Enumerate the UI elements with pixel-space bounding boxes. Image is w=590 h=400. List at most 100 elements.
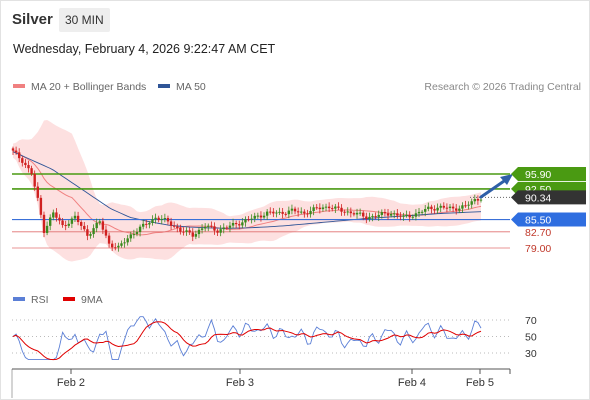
candle-body xyxy=(73,215,77,219)
candle-body xyxy=(70,218,74,224)
candle-body xyxy=(185,230,188,232)
level-label-text: 79.00 xyxy=(525,243,551,255)
candle-body xyxy=(296,211,300,213)
candle-body xyxy=(101,221,105,230)
candle-body xyxy=(11,148,15,151)
candle-body xyxy=(197,229,201,235)
candle-body xyxy=(337,206,340,208)
candle-body xyxy=(138,226,142,233)
candle-body xyxy=(380,212,384,215)
candle-body xyxy=(408,214,411,218)
candle-body xyxy=(207,225,210,227)
candle-body xyxy=(365,216,368,220)
candle-body xyxy=(479,199,483,201)
candle-body xyxy=(433,209,436,211)
candle-body xyxy=(148,222,151,225)
rsi-swatch xyxy=(13,297,25,302)
candle-body xyxy=(303,211,306,214)
candle-body xyxy=(371,216,374,218)
copyright: Research © 2026 Trading Central xyxy=(424,81,581,93)
candle-body xyxy=(461,205,464,209)
legend-9ma: 9MA xyxy=(63,294,103,306)
candle-body xyxy=(377,214,380,217)
interval-badge[interactable]: 30 MIN xyxy=(59,8,110,32)
candle-body xyxy=(135,232,139,235)
candle-body xyxy=(272,211,275,214)
candle-body xyxy=(262,215,266,218)
candle-body xyxy=(417,211,421,214)
candle-body xyxy=(358,212,362,214)
candle-body xyxy=(343,211,346,213)
candle-body xyxy=(445,207,449,209)
legend-ma50: MA 50 xyxy=(158,81,206,93)
candle-body xyxy=(83,225,86,230)
level-label-bg xyxy=(511,190,586,205)
arrow-head xyxy=(500,174,513,185)
candle-body xyxy=(334,206,337,209)
candle-body xyxy=(327,206,331,209)
candle-body xyxy=(352,213,356,215)
candle-body xyxy=(259,215,263,218)
candle-body xyxy=(241,222,244,226)
candle-body xyxy=(157,217,160,221)
candle-body xyxy=(362,212,365,217)
arrow-shaft xyxy=(479,177,509,199)
candle-body xyxy=(64,225,67,227)
candle-body xyxy=(312,207,315,212)
candle-body xyxy=(414,213,418,217)
candle-body xyxy=(293,208,297,212)
candle-body xyxy=(39,197,43,215)
rsi-axis-tick: 30 xyxy=(525,348,537,360)
candle-body xyxy=(250,218,253,220)
candle-body xyxy=(110,243,114,248)
candle-body xyxy=(210,225,213,227)
rsi-panel: 70 50 30 xyxy=(12,315,537,361)
candle-body xyxy=(458,208,461,211)
candle-body xyxy=(86,229,89,236)
candle-body xyxy=(191,232,194,237)
bollinger-band-area xyxy=(13,120,481,262)
candle-body xyxy=(340,207,343,212)
candle-body xyxy=(318,207,322,210)
candle-body xyxy=(172,225,176,227)
candle-body xyxy=(169,221,173,226)
candle-body xyxy=(95,222,98,229)
candle-body xyxy=(470,201,473,205)
ma50-label: MA 50 xyxy=(176,81,206,93)
candle-body xyxy=(300,211,303,213)
candle-body xyxy=(439,205,442,208)
candle-body xyxy=(324,206,328,208)
level-label-text: 95.90 xyxy=(525,169,551,181)
forecast-arrow xyxy=(479,174,513,199)
candle-body xyxy=(315,207,318,209)
candle-body xyxy=(182,231,185,233)
candle-body xyxy=(126,238,129,243)
candle-body xyxy=(306,213,309,215)
candle-body xyxy=(430,206,433,210)
candle-body xyxy=(21,158,24,163)
level-label-79-00: 79.00 xyxy=(525,243,551,255)
candle-body xyxy=(30,168,33,174)
candle-body xyxy=(42,214,46,233)
candle-body xyxy=(473,199,477,202)
candle-body xyxy=(145,223,148,225)
candle-body xyxy=(448,206,452,208)
candle-body xyxy=(117,245,120,248)
candle-body xyxy=(179,227,182,232)
candle-body xyxy=(455,208,458,211)
candle-body xyxy=(442,205,446,208)
candle-body xyxy=(36,186,39,198)
candle-body xyxy=(228,225,232,228)
candle-body xyxy=(27,165,30,169)
candle-body xyxy=(200,228,204,230)
timestamp: Wednesday, February 4, 2026 9:22:47 AM C… xyxy=(13,42,276,56)
ma50-swatch xyxy=(158,84,170,89)
candle-body xyxy=(238,224,241,226)
candle-body xyxy=(399,215,402,217)
candle-body xyxy=(132,234,136,236)
candle-body xyxy=(17,152,21,159)
candle-body xyxy=(281,211,284,214)
candle-body xyxy=(467,204,470,206)
candle-body xyxy=(213,226,216,231)
bollinger-bands xyxy=(13,120,481,262)
